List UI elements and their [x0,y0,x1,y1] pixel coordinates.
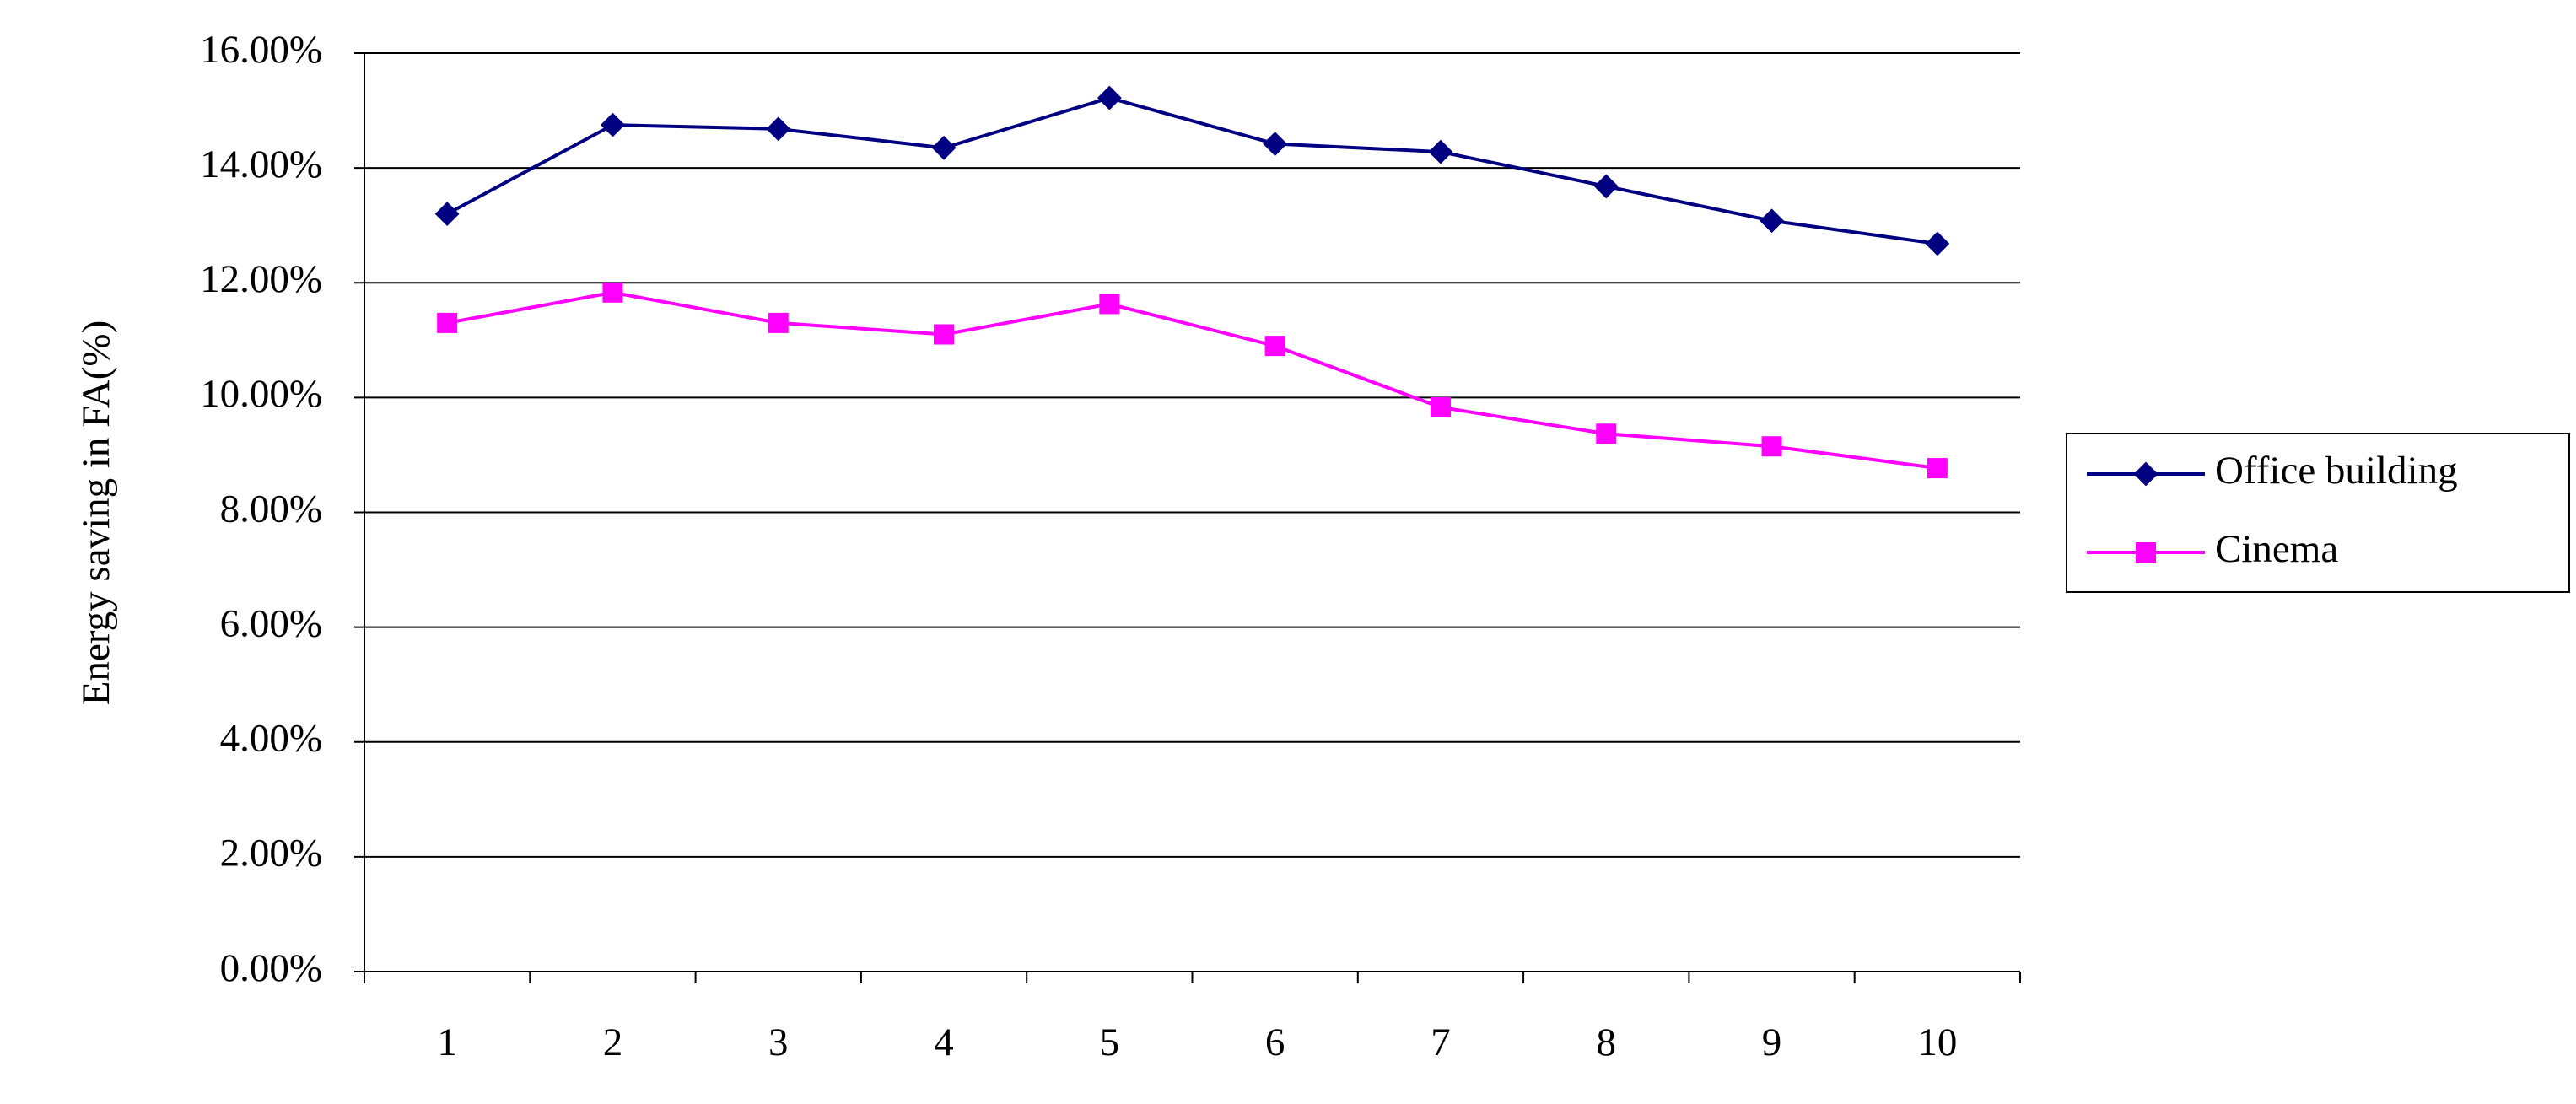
y-tick-label: 4.00% [220,717,322,761]
data-point [1264,336,1285,357]
legend-box [2066,433,2570,593]
series-line [446,290,1938,471]
data-point [934,324,955,345]
data-point [602,282,623,303]
data-point [1761,436,1782,457]
data-point [1596,423,1617,444]
data-point [1760,208,1784,234]
data-point [768,312,789,333]
x-tick-label: 7 [1431,1021,1451,1064]
data-point [1263,132,1288,156]
legend-label: Cinema [2215,527,2338,571]
data-point [931,135,957,160]
y-tick-label: 2.00% [220,832,322,875]
data-point [1925,231,1950,256]
y-tick-label: 6.00% [220,601,322,645]
data-point [437,312,458,333]
data-point [1428,139,1453,164]
data-point [1099,294,1120,315]
data-point [1430,396,1451,417]
series-line [446,96,1938,245]
legend-marker [2133,461,2158,487]
data-point [601,112,625,137]
data-point [766,116,791,142]
y-tick-label: 14.00% [200,143,322,186]
x-tick-label: 4 [934,1021,954,1064]
y-tick-label: 0.00% [220,946,322,990]
y-axis-title: Energy saving in FA(%) [74,320,118,705]
legend-label: Office building [2215,449,2458,493]
data-point [1097,85,1122,110]
data-point [434,202,460,226]
y-tick-label: 8.00% [220,487,322,530]
x-tick-label: 5 [1100,1021,1120,1064]
x-tick-label: 1 [437,1021,457,1064]
y-tick-label: 16.00% [200,28,322,72]
data-point [1927,458,1948,479]
x-tick-label: 3 [768,1021,789,1064]
x-tick-label: 9 [1762,1021,1782,1064]
x-tick-label: 2 [603,1021,623,1064]
x-tick-label: 8 [1597,1021,1617,1064]
x-tick-label: 10 [1917,1021,1957,1064]
data-point [1593,174,1619,199]
x-tick-label: 6 [1265,1021,1285,1064]
y-tick-label: 12.00% [200,257,322,301]
legend-marker [2136,542,2156,563]
y-tick-label: 10.00% [200,372,322,416]
